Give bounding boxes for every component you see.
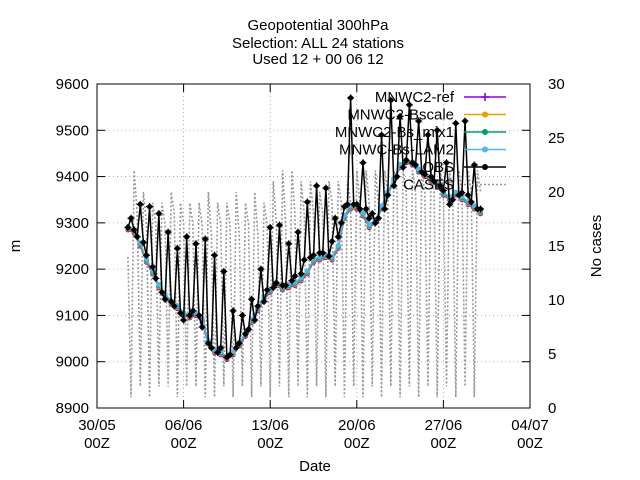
title-line-3: Used 12 + 00 06 12 [252, 51, 383, 68]
x-tick-label-hour: 00Z [257, 435, 283, 452]
legend-label: OBS [422, 159, 454, 176]
y2-tick-label: 0 [548, 400, 556, 417]
legend-label: MNWC2-Bscale [347, 107, 454, 124]
x-axis-ticks: 30/0500Z06/0600Z13/0600Z20/0600Z27/0600Z… [78, 84, 549, 452]
legend-swatch-marker [482, 111, 488, 118]
x-tick-label-date: 13/06 [251, 417, 289, 434]
y-axis-ticks: 8900 9000 9100 9200 9300 9400 9500 9600 [56, 76, 530, 417]
y-tick-label: 9400 [56, 169, 89, 186]
y-tick-label: 9300 [56, 215, 89, 232]
legend-swatch-marker [482, 129, 488, 135]
y2-tick-label: 25 [548, 130, 565, 147]
x-tick-label-hour: 00Z [517, 435, 543, 452]
legend-label: MNWC2-ref [375, 89, 455, 106]
x-tick-label-date: 30/05 [78, 417, 116, 434]
title-line-1: Geopotential 300hPa [248, 17, 390, 34]
x-tick-label-date: 04/07 [511, 417, 549, 434]
legend-label: MNWC2-Bs_mix1 [335, 124, 454, 141]
x-axis-label: Date [299, 458, 331, 475]
y2-axis-ticks: 0 5 10 15 20 25 30 [548, 76, 565, 417]
legend-swatch-marker [482, 164, 488, 170]
x-tick-label-hour: 00Z [344, 435, 370, 452]
y-tick-label: 9500 [56, 122, 89, 139]
series-point-mnwc-bs-lam2 [335, 242, 341, 248]
series-point-mnwc-bs-lam2 [143, 256, 150, 262]
plot-frame [96, 83, 531, 409]
cases-layer [127, 170, 482, 398]
y2-tick-label: 30 [548, 76, 565, 93]
title-line-2: Selection: ALL 24 stations [232, 35, 404, 52]
legend: MNWC2-refMNWC2-BscaleMNWC2-Bs_mix1MNWC-B… [335, 89, 506, 194]
legend-swatch-marker [482, 146, 488, 153]
y2-tick-label: 15 [548, 238, 565, 255]
legend-label: CASES [403, 177, 454, 194]
x-tick-label-date: 20/06 [338, 417, 376, 434]
series-point-mnwc-bs-lam2 [298, 275, 304, 281]
series-point-mnwc-bs-lam2 [366, 221, 372, 228]
y2-tick-label: 5 [548, 346, 556, 363]
x-tick-label-date: 27/06 [425, 417, 463, 434]
chart-title: Geopotential 300hPa Selection: ALL 24 st… [232, 17, 404, 68]
y2-tick-label: 20 [548, 184, 565, 201]
y2-axis-label: No cases [588, 215, 605, 278]
y-tick-label: 9200 [56, 261, 89, 278]
x-tick-label-hour: 00Z [84, 435, 110, 452]
legend-label: MNWC-Bs-LAM2 [339, 142, 454, 159]
y-tick-label: 9100 [56, 307, 89, 324]
x-tick-label-date: 06/06 [165, 417, 203, 434]
y2-tick-label: 10 [548, 292, 565, 309]
series-point-mnwc-bs-lam2 [304, 268, 310, 274]
y-tick-label: 9600 [56, 76, 89, 93]
series-point-mnwc-bs-lam2 [360, 210, 366, 216]
obs-series-layer [124, 94, 485, 361]
series-point-mnwc-bs-lam2 [156, 282, 162, 288]
y-tick-label: 9000 [56, 354, 89, 371]
x-tick-label-hour: 00Z [430, 435, 456, 452]
y-tick-label: 8900 [56, 400, 89, 417]
series-point-mnwc-bs-lam2 [317, 254, 323, 260]
cases-line [127, 170, 482, 398]
y-axis-label: m [7, 240, 24, 253]
x-tick-label-hour: 00Z [171, 435, 197, 452]
